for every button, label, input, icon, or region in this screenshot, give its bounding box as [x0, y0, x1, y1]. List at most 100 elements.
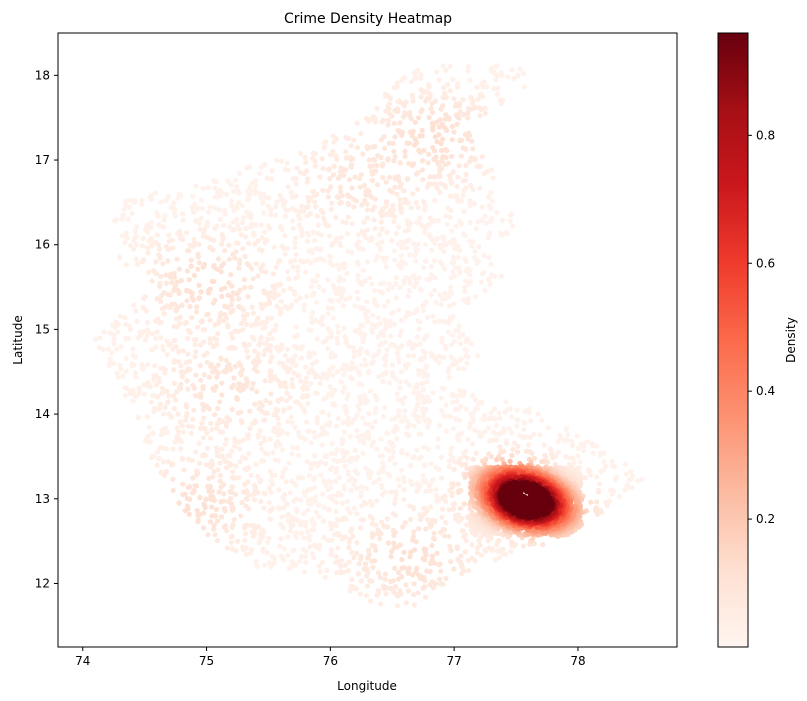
density-point [433, 300, 439, 306]
density-point [298, 378, 304, 384]
density-point [291, 547, 297, 553]
density-point [206, 475, 212, 482]
density-point [148, 220, 154, 226]
density-point [398, 100, 404, 106]
density-point [255, 238, 261, 244]
density-point [541, 442, 547, 448]
density-point [510, 446, 516, 452]
density-point [351, 349, 357, 355]
density-point [392, 174, 398, 180]
density-point [364, 583, 370, 589]
density-point [223, 191, 230, 197]
density-point [339, 457, 345, 464]
density-point [439, 234, 445, 240]
density-point [194, 483, 200, 489]
density-point [329, 334, 335, 340]
density-point [240, 215, 246, 221]
density-point [217, 399, 223, 405]
density-point [447, 193, 453, 199]
density-point [392, 184, 398, 190]
density-point [432, 218, 438, 224]
density-point [370, 354, 376, 360]
density-point [212, 225, 218, 232]
density-point [214, 266, 220, 272]
density-point [410, 128, 416, 134]
density-point [477, 113, 483, 119]
density-point [235, 241, 241, 247]
density-point [238, 320, 244, 327]
density-point [480, 84, 486, 90]
density-point [420, 368, 426, 374]
density-point [229, 384, 235, 391]
density-point [249, 529, 255, 535]
density-point [365, 370, 372, 376]
density-point [346, 478, 352, 484]
density-point [271, 244, 277, 250]
density-point [180, 211, 186, 217]
density-point [172, 213, 178, 219]
density-point [531, 431, 537, 437]
density-point [451, 96, 457, 102]
density-point [379, 239, 385, 245]
density-point [389, 362, 395, 368]
density-point [157, 280, 163, 286]
density-point [333, 499, 340, 506]
density-point [313, 299, 320, 305]
density-point [291, 289, 297, 295]
density-point [484, 168, 490, 174]
density-point [269, 168, 275, 174]
density-point [200, 401, 206, 407]
density-point [398, 418, 404, 424]
density-point [273, 204, 279, 210]
density-point [545, 425, 552, 431]
density-point [348, 143, 354, 149]
density-point [273, 264, 279, 270]
density-point [311, 526, 317, 533]
density-point [286, 460, 292, 466]
density-point [505, 74, 511, 80]
density-point [201, 415, 207, 421]
density-point [474, 406, 480, 412]
density-point [188, 430, 195, 436]
density-point [346, 136, 352, 142]
density-point [314, 246, 320, 252]
density-point [469, 243, 475, 249]
density-point [385, 156, 391, 162]
density-point [451, 506, 457, 512]
density-point [411, 506, 417, 512]
density-point [292, 257, 298, 264]
density-point [386, 140, 392, 146]
density-point [198, 377, 204, 383]
density-point [236, 475, 242, 481]
density-point [379, 492, 385, 498]
density-point [333, 508, 339, 515]
density-point [394, 191, 400, 197]
density-point [196, 460, 203, 466]
density-point [445, 205, 451, 211]
density-point [139, 201, 145, 207]
density-point [601, 459, 607, 465]
density-point [217, 216, 223, 222]
density-point [338, 234, 344, 240]
density-point [372, 558, 378, 564]
density-point [360, 415, 366, 421]
density-point [214, 374, 220, 380]
density-point [423, 526, 429, 532]
density-point [156, 246, 162, 252]
density-point [369, 578, 375, 584]
density-point [423, 365, 429, 371]
density-point [393, 492, 399, 498]
density-point [258, 301, 264, 307]
density-point [393, 423, 399, 429]
density-point [216, 489, 222, 495]
density-point [272, 212, 279, 218]
density-point [288, 414, 294, 420]
density-point [428, 292, 434, 298]
density-point [425, 314, 431, 320]
density-point [563, 426, 570, 432]
density-point [376, 232, 383, 238]
density-point [414, 565, 420, 571]
density-point [487, 230, 493, 236]
density-point [493, 437, 500, 443]
density-point [207, 317, 213, 323]
